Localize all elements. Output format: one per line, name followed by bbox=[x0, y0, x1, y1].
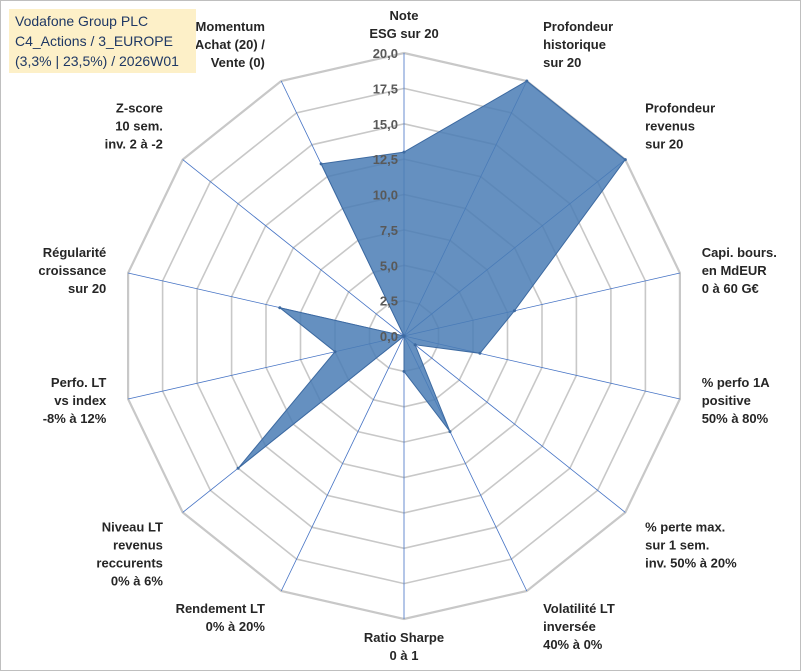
title-line-category: C4_Actions / 3_EUROPE bbox=[15, 33, 173, 49]
axis-spoke bbox=[403, 335, 626, 513]
axis-label: revenus bbox=[645, 118, 695, 133]
data-point bbox=[319, 162, 323, 166]
tick-label: 15,0 bbox=[373, 117, 398, 132]
axis-spoke bbox=[280, 335, 405, 592]
axis-label: croissance bbox=[38, 263, 106, 278]
axis-label: -8% à 12% bbox=[43, 411, 107, 426]
data-point bbox=[278, 306, 282, 310]
title-line-company: Vodafone Group PLC bbox=[15, 13, 149, 29]
axis-label: inv. 2 à -2 bbox=[105, 136, 163, 151]
axis-label: Achat (20) / bbox=[195, 37, 265, 52]
data-point bbox=[413, 343, 417, 347]
data-point bbox=[623, 158, 627, 162]
axis-label: vs index bbox=[54, 393, 107, 408]
data-point bbox=[402, 150, 406, 154]
data-point bbox=[512, 309, 516, 313]
axis-label: inv. 50% à 20% bbox=[645, 556, 737, 571]
title-box: Vodafone Group PLC C4_Actions / 3_EUROPE… bbox=[9, 9, 196, 73]
data-point bbox=[236, 466, 240, 470]
axis-label: 0% à 20% bbox=[206, 619, 266, 634]
tick-label: 12,5 bbox=[373, 152, 398, 167]
axis-label: revenus bbox=[113, 538, 163, 553]
tick-label: 5,0 bbox=[380, 258, 398, 273]
tick-label: 7,5 bbox=[380, 223, 398, 238]
axis-label: Momentum bbox=[196, 19, 265, 34]
tick-label: 10,0 bbox=[373, 188, 398, 203]
tick-label: 17,5 bbox=[373, 81, 398, 96]
data-point bbox=[402, 369, 406, 373]
axis-label: sur 1 sem. bbox=[645, 538, 709, 553]
axis-label: ESG sur 20 bbox=[369, 26, 438, 41]
axis-label: Perfo. LT bbox=[51, 375, 106, 390]
title-line-period: (3,3% | 23,5%) / 2026W01 bbox=[15, 53, 179, 69]
tick-label: 0,0 bbox=[380, 329, 398, 344]
axis-label: reccurents bbox=[96, 556, 162, 571]
axis-label: Ratio Sharpe bbox=[364, 630, 444, 645]
axis-label: 40% à 0% bbox=[543, 637, 603, 652]
axis-label: % perfo 1A bbox=[702, 375, 771, 390]
axis-label: en MdEUR bbox=[702, 263, 768, 278]
axis-label: Profondeur bbox=[543, 19, 613, 34]
axis-label: inversée bbox=[543, 619, 596, 634]
tick-label: 2,5 bbox=[380, 294, 398, 309]
axis-label: Z-score bbox=[116, 100, 163, 115]
axis-label: Vente (0) bbox=[211, 55, 265, 70]
data-point bbox=[525, 79, 529, 83]
axis-label: Capi. bours. bbox=[702, 245, 777, 260]
axis-label: sur 20 bbox=[543, 55, 581, 70]
data-point bbox=[402, 334, 406, 338]
data-point bbox=[333, 350, 337, 354]
axis-spoke bbox=[182, 159, 405, 337]
axis-label: positive bbox=[702, 393, 751, 408]
axis-label: historique bbox=[543, 37, 606, 52]
axis-label: sur 20 bbox=[68, 281, 106, 296]
axis-label: Rendement LT bbox=[176, 601, 265, 616]
axis-label: 10 sem. bbox=[115, 118, 163, 133]
data-point bbox=[478, 351, 482, 355]
data-point bbox=[448, 430, 452, 434]
axis-label: 0 à 1 bbox=[390, 648, 419, 663]
axis-label: Note bbox=[390, 8, 419, 23]
axis-label: Régularité bbox=[43, 245, 107, 260]
data-series-area bbox=[237, 80, 626, 469]
axis-label: Volatilité LT bbox=[543, 601, 615, 616]
axis-label: % perte max. bbox=[645, 520, 725, 535]
axis-label: Niveau LT bbox=[102, 520, 163, 535]
tick-label: 20,0 bbox=[373, 46, 398, 61]
axis-label: Profondeur bbox=[645, 100, 715, 115]
axis-label: 50% à 80% bbox=[702, 411, 769, 426]
axis-label: 0% à 6% bbox=[111, 574, 163, 589]
axis-label: sur 20 bbox=[645, 136, 683, 151]
axis-label: 0 à 60 G€ bbox=[702, 281, 759, 296]
